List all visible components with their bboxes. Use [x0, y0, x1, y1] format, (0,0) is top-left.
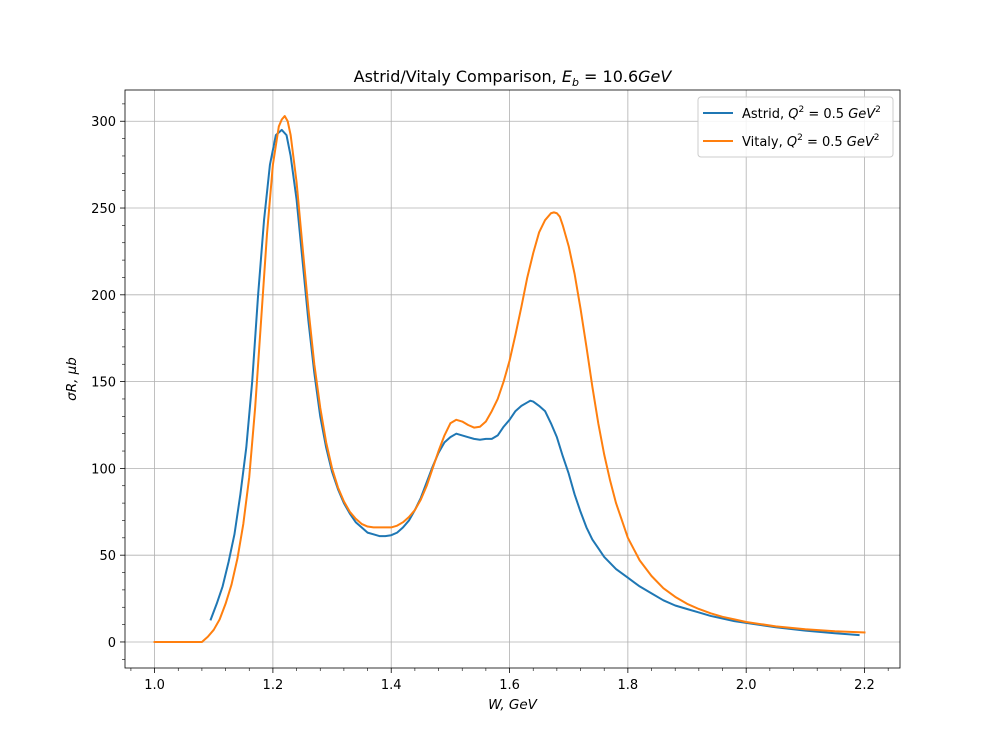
legend: Astrid, Q2 = 0.5 GeV2 Vitaly, Q2 = 0.5 Ge…	[697, 96, 894, 158]
grid	[125, 90, 900, 668]
x-tick-label: 2.0	[736, 678, 757, 693]
x-tick-label: 1.8	[618, 678, 639, 693]
y-tick-label: 100	[91, 462, 116, 477]
plot-area	[125, 90, 900, 668]
x-tick-label: 1.4	[381, 678, 402, 693]
y-tick-label: 250	[91, 202, 116, 217]
chart-title: Astrid/Vitaly Comparison, Eb = 10.6GeV	[354, 67, 673, 89]
y-tick-label: 300	[91, 115, 116, 130]
legend-entry-label: Astrid, Q2 = 0.5 GeV2	[742, 105, 881, 122]
plot-background	[125, 90, 900, 668]
y-axis-label: σR, μb	[64, 357, 80, 401]
x-tick-label: 2.2	[854, 678, 875, 693]
series-layer	[153, 115, 866, 643]
y-tick-label: 150	[91, 376, 116, 391]
legend-box	[697, 96, 894, 158]
x-axis-label: W, GeV	[488, 697, 539, 713]
series-line-vitaly	[153, 115, 866, 643]
x-tick-label: 1.6	[499, 678, 520, 693]
x-tick-label: 1.0	[144, 678, 165, 693]
x-tick-label: 1.2	[263, 678, 284, 693]
y-tick-label: 200	[91, 289, 116, 304]
ticks: 1.0 1.2 1.4 1.6 1.8 2.0 2.2 0 50 100 150 200 250 300	[91, 103, 889, 693]
y-tick-label: 0	[108, 636, 116, 651]
y-tick-label: 50	[99, 549, 116, 564]
legend-entry-label: Vitaly, Q2 = 0.5 GeV2	[742, 133, 880, 150]
series-line-astrid	[209, 128, 860, 637]
axes-frame	[124, 89, 901, 669]
axes-border	[124, 89, 901, 669]
